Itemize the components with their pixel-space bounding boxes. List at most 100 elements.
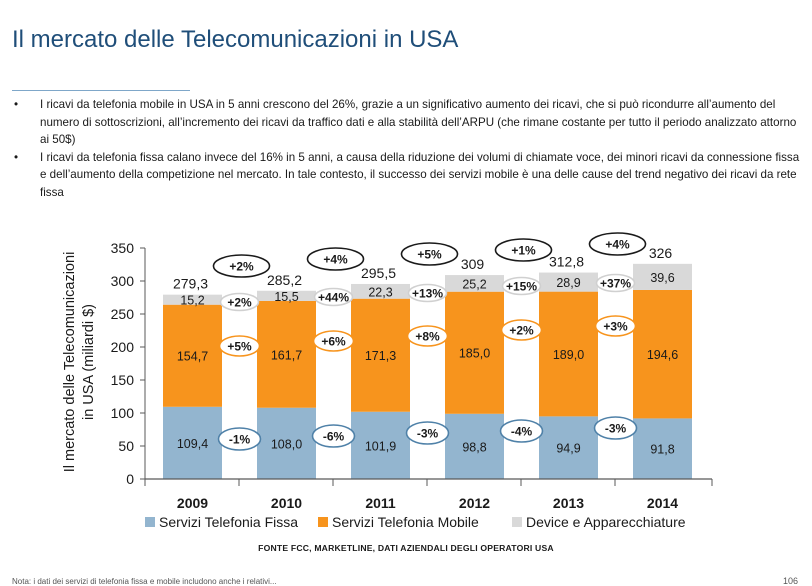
bar-segment: [445, 291, 504, 414]
bar-segment: [351, 283, 410, 299]
bar-segment: [257, 300, 316, 408]
total-growth-bubble: [306, 247, 365, 271]
bar-segment: [257, 290, 316, 301]
bar-segment: [163, 294, 222, 305]
total-growth-label: +4%: [323, 253, 348, 267]
legend-swatch: [318, 517, 328, 527]
total-label: 312,8: [549, 254, 584, 270]
data-label: 22,3: [368, 285, 392, 299]
total-growth-bubble: [588, 232, 647, 256]
fissa-growth-bubble: [217, 427, 262, 451]
mobile-growth-label: +8%: [415, 330, 440, 344]
device-growth-label: +44%: [318, 291, 349, 305]
mobile-growth-bubble: [312, 330, 355, 352]
fissa-growth-bubble: [499, 419, 544, 443]
data-label: 101,9: [365, 439, 396, 453]
device-growth-bubble: [595, 273, 636, 293]
bar-segment: [163, 406, 222, 479]
total-growth-label: +2%: [229, 260, 254, 274]
bullet-marker: •: [14, 98, 19, 111]
fissa-growth-label: -6%: [323, 430, 345, 444]
bar-segment: [445, 413, 504, 479]
data-label: 194,6: [647, 348, 678, 362]
bar-segment: [163, 304, 222, 407]
total-growth-label: +5%: [417, 248, 442, 262]
data-label: 189,0: [553, 348, 584, 362]
y-tick-label: 50: [118, 438, 134, 454]
x-tick-label: 2014: [647, 495, 678, 511]
device-growth-label: +13%: [412, 287, 443, 301]
x-tick-label: 2009: [177, 495, 208, 511]
total-label: 326: [649, 245, 673, 261]
data-label: 39,6: [650, 271, 674, 285]
stacked-bar-chart: 0 50 100 150 200 250 300 350 Il mercato delle Te…: [62, 232, 713, 530]
total-growth-bubble: [212, 254, 271, 278]
title-divider: [12, 90, 190, 91]
total-label: 285,2: [267, 272, 302, 288]
y-tick-label: 0: [126, 471, 134, 487]
device-growth-bubble: [313, 287, 354, 307]
data-label: 109,4: [177, 437, 208, 451]
bar-segment: [633, 263, 692, 290]
bullet-marker: •: [14, 150, 19, 164]
device-growth-bubble: [501, 276, 542, 296]
mobile-growth-bubble: [500, 319, 543, 341]
total-growth-label: +4%: [605, 238, 630, 252]
bullet-text: I ricavi da telefonia fissa calano invec…: [40, 150, 800, 199]
x-tick-label: 2013: [553, 495, 584, 511]
bar-segment: [633, 418, 692, 479]
bar-segment: [539, 291, 598, 417]
legend-swatch: [512, 517, 522, 527]
device-growth-label: +37%: [600, 277, 631, 291]
mobile-growth-label: +3%: [603, 320, 628, 334]
legend-label: Servizi Telefonia Fissa: [159, 514, 298, 530]
footnote: Nota: i dati dei servizi di telefonia fi…: [12, 577, 277, 586]
fissa-growth-label: -3%: [605, 422, 627, 436]
fissa-growth-bubble: [593, 416, 638, 440]
bullet-item: • I ricavi da telefonia mobile in USA in…: [12, 96, 808, 149]
bar-segment: [539, 416, 598, 479]
total-label: 295,5: [361, 265, 396, 281]
page-title: Il mercato delle Telecomunicazioni in US…: [12, 26, 459, 53]
x-tick-label: 2011: [365, 495, 396, 511]
mobile-growth-bubble: [406, 325, 449, 347]
mobile-growth-bubble: [218, 335, 261, 357]
total-growth-bubble: [400, 242, 459, 266]
bar-segment: [351, 298, 410, 412]
y-tick-label: 150: [111, 372, 135, 388]
data-label: 28,9: [556, 276, 580, 290]
data-label: 171,3: [365, 349, 396, 363]
y-axis-title: Il mercato delle Telecomunicazioni in USA…: [62, 252, 97, 473]
device-growth-bubble: [407, 283, 448, 303]
mobile-growth-label: +6%: [321, 335, 346, 349]
legend-label: Device e Apparecchiature: [526, 514, 686, 530]
data-label: 91,8: [650, 443, 674, 457]
y-tick-label: 300: [111, 273, 135, 289]
x-tick-label: 2012: [459, 495, 490, 511]
source-note: FONTE FCC, MARKETLINE, DATI AZIENDALI DE…: [258, 543, 554, 553]
page-number: 106: [782, 576, 798, 586]
y-tick-label: 350: [111, 240, 135, 256]
fissa-growth-bubble: [405, 421, 450, 445]
data-label: 94,9: [556, 442, 580, 456]
total-label: 309: [461, 256, 485, 272]
data-label: 25,2: [462, 277, 486, 291]
fissa-growth-label: -4%: [511, 425, 533, 439]
legend-label: Servizi Telefonia Mobile: [332, 514, 479, 530]
bullet-item: • I ricavi da telefonia fissa calano inv…: [12, 149, 808, 202]
bar-segment: [351, 411, 410, 479]
bullet-text: I ricavi da telefonia mobile in USA in 5…: [40, 98, 797, 146]
legend-swatch: [145, 517, 155, 527]
y-tick-label: 250: [111, 306, 135, 322]
data-label: 161,7: [271, 348, 302, 362]
device-growth-label: +15%: [506, 280, 537, 294]
device-growth-label: +2%: [227, 296, 252, 310]
mobile-growth-label: +5%: [227, 340, 252, 354]
total-growth-label: +1%: [511, 244, 536, 258]
data-label: 98,8: [462, 440, 486, 454]
mobile-growth-bubble: [594, 315, 637, 337]
data-label: 185,0: [459, 347, 490, 361]
mobile-growth-label: +2%: [509, 324, 534, 338]
bar-segment: [633, 289, 692, 419]
bar-segment: [445, 275, 504, 292]
